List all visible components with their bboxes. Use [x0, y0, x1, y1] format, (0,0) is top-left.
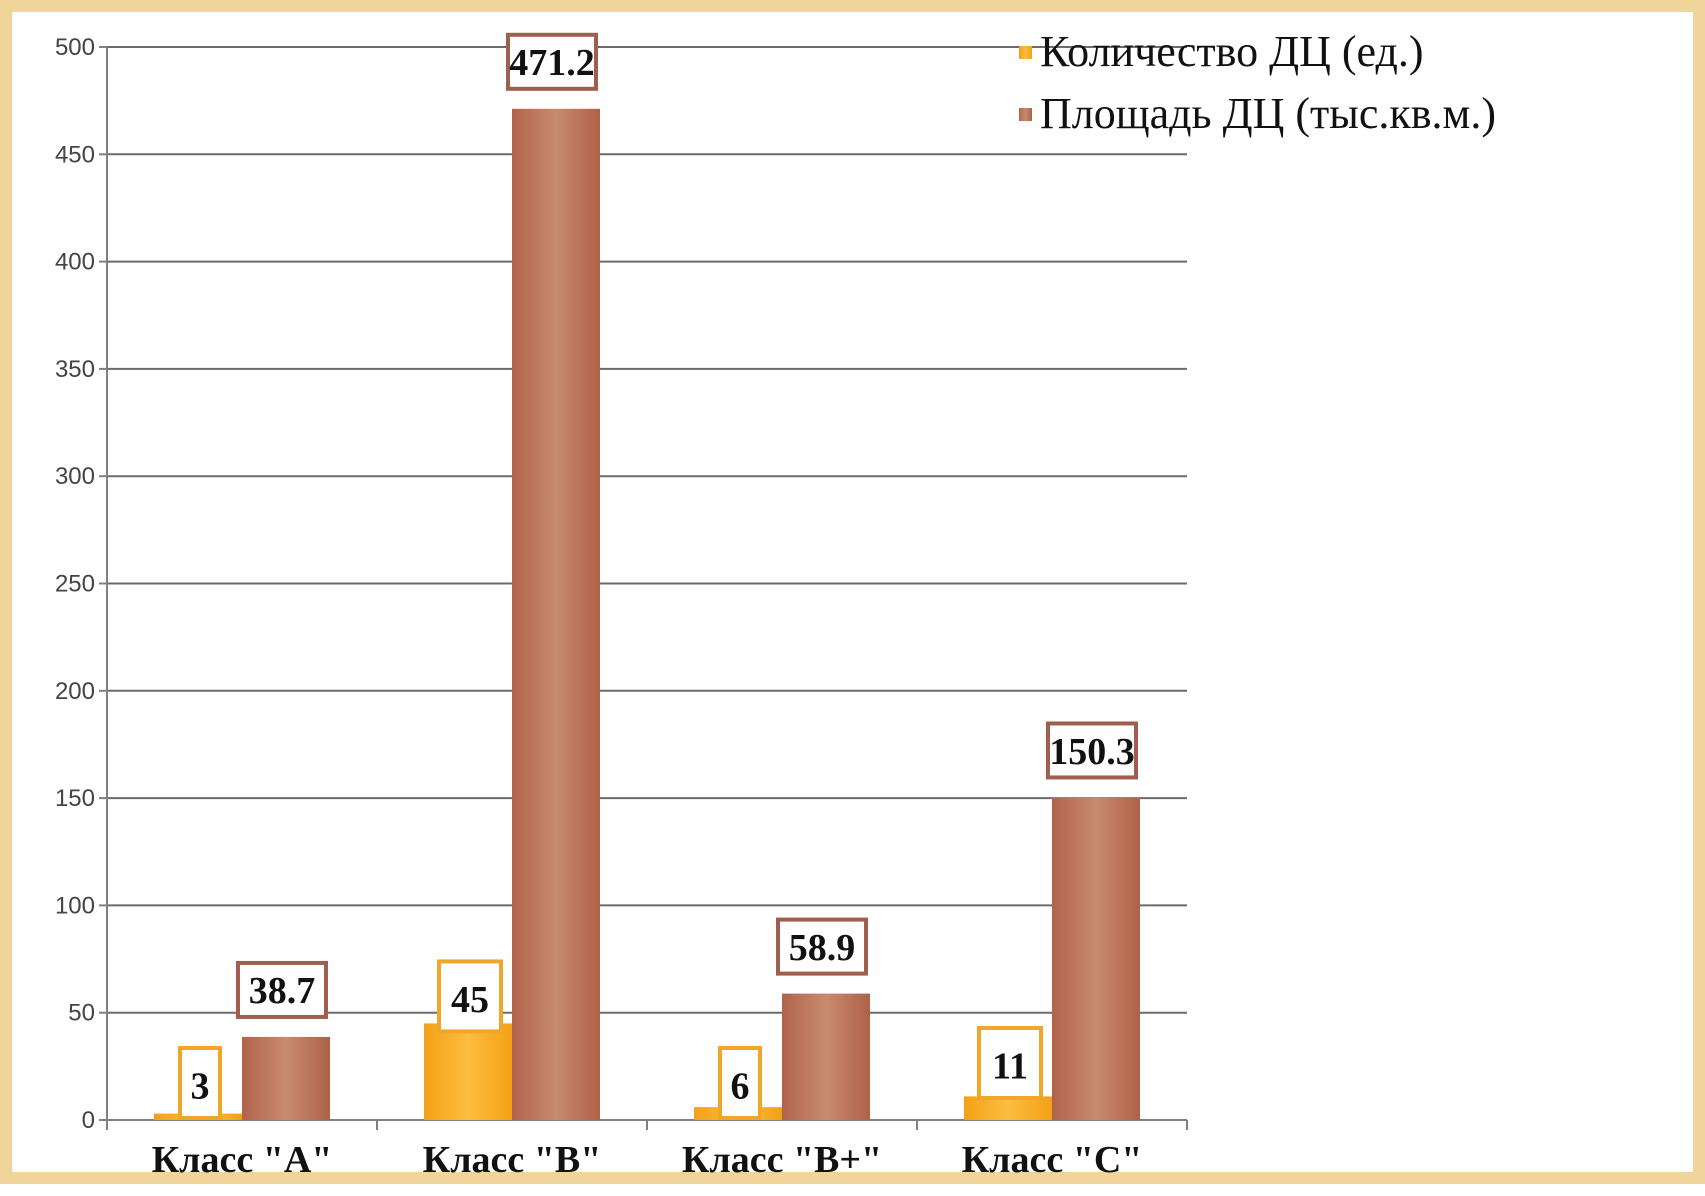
data-label: 3: [191, 1065, 210, 1107]
x-category-label: Класс "A": [152, 1139, 333, 1181]
data-label-box: [178, 1046, 222, 1120]
bar-area: [782, 993, 870, 1120]
data-label: 11: [992, 1045, 1028, 1087]
y-tick-label: 50: [68, 1000, 95, 1027]
y-tick-label: 300: [55, 463, 95, 490]
y-tick-label: 100: [55, 892, 95, 919]
data-label-box: [236, 960, 328, 1019]
y-tick-label: 350: [55, 356, 95, 383]
x-axis-category-labels: Класс "A" Класс "B" Класс "B+" Класс "C": [152, 1139, 1143, 1181]
y-tick-label: 150: [55, 785, 95, 812]
legend-label: Количество ДЦ (ед.): [1040, 27, 1424, 76]
x-category-label: Класс "C": [962, 1139, 1143, 1181]
x-category-label: Класс "B": [423, 1139, 602, 1181]
y-tick-label: 400: [55, 249, 95, 276]
data-label-box: [506, 32, 598, 91]
bar-count: [424, 1023, 512, 1120]
bar-area: [512, 108, 600, 1120]
data-label: 471.2: [509, 42, 595, 84]
y-tick-label: 200: [55, 678, 95, 705]
x-category-label: Класс "B+": [682, 1139, 882, 1181]
data-label-box: [437, 959, 503, 1034]
gridlines: [107, 46, 1187, 1014]
legend: Количество ДЦ (ед.) Площадь ДЦ (тыс.кв.м.…: [1019, 27, 1496, 138]
data-label-box: [718, 1046, 762, 1120]
legend-swatch: [1019, 108, 1032, 121]
data-label-box: [776, 917, 868, 976]
data-labels: 3 45 6 11 38.7 471.2 58.9 150.3: [178, 32, 1138, 1120]
bar-count: [964, 1096, 1052, 1120]
bar-area: [1052, 797, 1140, 1120]
bar-chart: 0 50 100 150 200 250 300 350 400 450 500 3 45 6 11 38.…: [55, 27, 1496, 1181]
y-tick-label: 450: [55, 141, 95, 168]
y-axis-ticks: 0 50 100 150 200 250 300 350 400 450 500: [55, 34, 107, 1134]
bars: [154, 108, 1140, 1120]
data-label: 6: [731, 1065, 750, 1107]
data-label: 58.9: [789, 927, 856, 969]
y-tick-label: 250: [55, 571, 95, 598]
bar-area: [242, 1036, 330, 1120]
data-label: 150.3: [1049, 731, 1135, 773]
data-label-box: [977, 1026, 1043, 1100]
legend-swatch: [1019, 46, 1032, 59]
legend-label: Площадь ДЦ (тыс.кв.м.): [1040, 89, 1496, 138]
data-label: 38.7: [249, 970, 316, 1012]
data-label: 45: [451, 979, 489, 1021]
data-label-box: [1046, 721, 1138, 780]
y-tick-label: 0: [82, 1107, 95, 1134]
y-tick-label: 500: [55, 34, 95, 61]
